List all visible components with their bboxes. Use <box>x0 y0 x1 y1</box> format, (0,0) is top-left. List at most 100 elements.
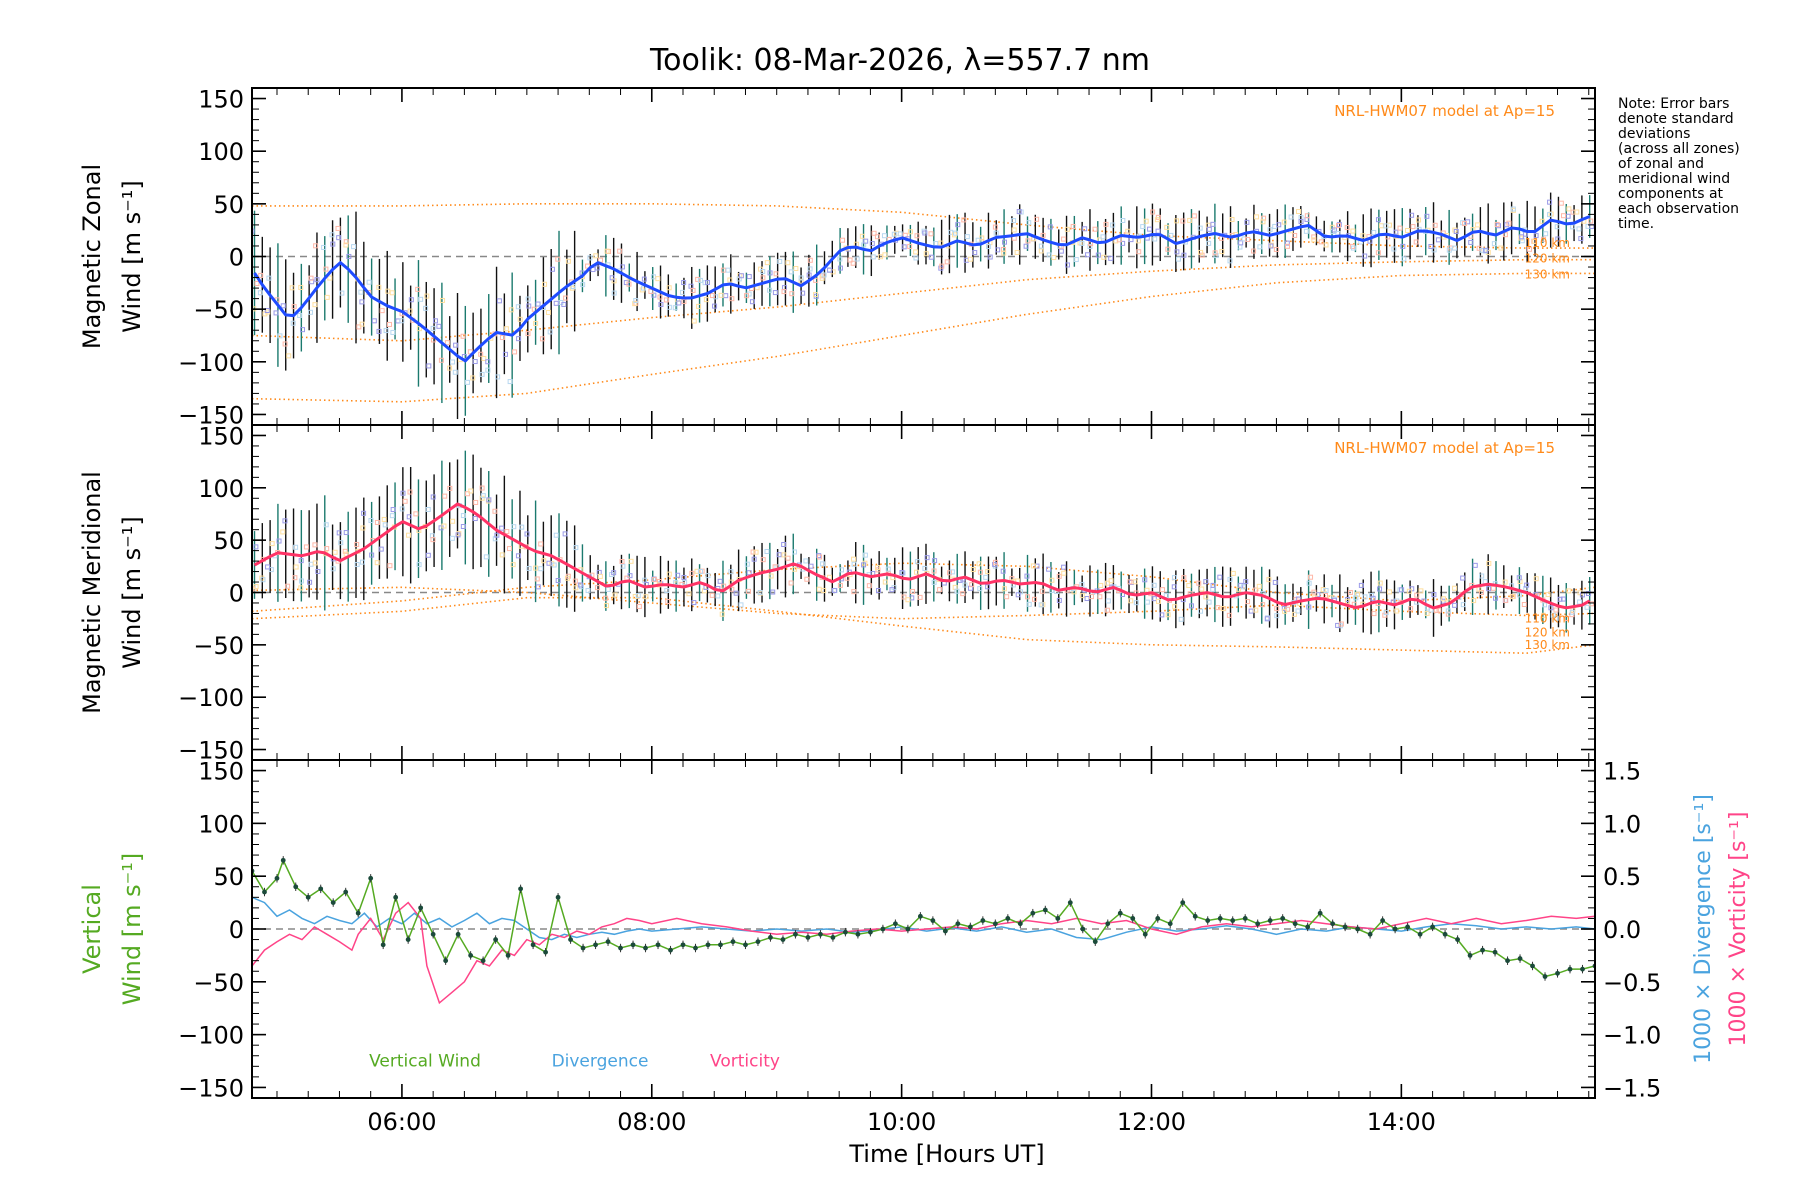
zone-sample <box>460 333 466 339</box>
zone-sample <box>975 237 981 243</box>
zone-sample <box>1490 585 1496 591</box>
zone-sample <box>917 594 923 600</box>
zone-sample <box>938 240 944 246</box>
zone-sample <box>354 561 360 567</box>
vertical-wind-point <box>1042 907 1048 913</box>
zone-sample <box>619 558 625 564</box>
zone-sample <box>1408 606 1414 612</box>
altitude-label: 120 km <box>1525 252 1570 266</box>
zone-sample <box>931 568 937 574</box>
vertical-wind-point <box>543 949 548 955</box>
zone-sample <box>382 522 388 528</box>
zone-sample <box>1024 573 1030 579</box>
zone-sample <box>1576 226 1582 232</box>
zone-sample <box>1079 593 1085 599</box>
zone-sample <box>605 586 611 592</box>
zone-sample <box>733 590 739 596</box>
zone-sample <box>976 561 982 567</box>
zone-sample <box>425 552 431 558</box>
zone-sample <box>1147 226 1153 232</box>
zone-sample <box>343 239 349 245</box>
zone-sample <box>1159 612 1165 618</box>
zone-sample <box>1142 577 1148 583</box>
vertical-wind-point <box>468 953 474 958</box>
zone-sample <box>547 329 553 335</box>
zone-sample <box>910 588 916 594</box>
zone-sample <box>1332 227 1338 233</box>
zone-sample <box>416 326 422 332</box>
zone-sample <box>293 564 299 570</box>
zone-sample <box>1064 226 1070 232</box>
y-axis-label-line2: Wind [m s⁻¹] <box>118 180 146 332</box>
zone-sample <box>609 275 615 281</box>
zone-sample <box>298 284 304 290</box>
zone-sample <box>371 318 377 324</box>
zone-sample <box>937 587 943 593</box>
zone-sample <box>408 297 414 303</box>
zone-sample <box>1108 578 1114 584</box>
zone-sample <box>360 525 366 531</box>
vertical-wind-point <box>1080 926 1086 932</box>
right-tick-label: −1.5 <box>1603 1074 1661 1102</box>
vertical-wind-point <box>818 931 823 937</box>
right-tick-label: −0.5 <box>1603 969 1661 997</box>
zone-sample <box>691 318 697 324</box>
zone-sample <box>1318 239 1324 245</box>
zone-sample <box>793 266 799 272</box>
zone-sample <box>533 320 539 326</box>
vertical-wind-point <box>780 937 786 942</box>
zone-sample <box>1486 560 1492 566</box>
zone-sample <box>1038 243 1044 249</box>
zone-sample <box>1557 596 1563 602</box>
zone-sample <box>1011 218 1017 224</box>
zone-sample <box>1038 248 1044 254</box>
zone-sample <box>1120 240 1126 246</box>
zone-sample <box>1295 608 1301 614</box>
zone-sample <box>847 257 853 263</box>
zone-sample <box>1025 594 1031 600</box>
zone-sample <box>1140 224 1146 230</box>
zone-sample <box>1460 602 1466 608</box>
zone-sample <box>413 511 419 517</box>
altitude-label: 120 km <box>1525 625 1570 639</box>
zone-sample <box>525 296 531 302</box>
y-tick-label: −100 <box>178 349 244 377</box>
zone-sample <box>1338 621 1344 627</box>
vertical-wind-point <box>555 894 561 900</box>
zone-sample <box>1152 236 1158 242</box>
zone-sample <box>720 267 726 273</box>
zone-sample <box>407 489 413 495</box>
zone-sample <box>870 254 876 260</box>
vertical-wind-point <box>274 875 280 881</box>
zone-sample <box>949 569 955 575</box>
zone-sample <box>1482 248 1488 254</box>
zone-sample <box>1452 245 1458 251</box>
zone-sample <box>587 255 593 261</box>
zone-sample <box>676 300 682 306</box>
model-label: NRL-HWM07 model at Ap=15 <box>1334 102 1555 120</box>
zone-sample <box>593 253 599 259</box>
zone-sample <box>1165 612 1171 618</box>
zone-sample <box>1061 564 1067 570</box>
zone-sample <box>504 529 510 535</box>
zone-sample <box>273 310 279 316</box>
zone-sample <box>332 549 338 555</box>
zone-sample <box>1539 218 1545 224</box>
y-axis-label-line2: Wind [m s⁻¹] <box>118 853 146 1005</box>
zone-sample <box>1569 609 1575 615</box>
zone-sample <box>442 493 448 499</box>
zone-sample <box>1436 607 1442 613</box>
zone-sample <box>510 562 516 568</box>
zone-sample <box>1502 232 1508 238</box>
y-tick-label: −50 <box>193 296 244 324</box>
vertical-wind-point <box>1355 926 1361 932</box>
zone-sample <box>1004 594 1010 600</box>
zone-sample <box>1394 608 1400 614</box>
zone-sample <box>418 296 424 302</box>
zone-sample <box>389 290 395 296</box>
vertical-wind-point <box>1217 916 1223 921</box>
zone-sample <box>1358 582 1364 588</box>
zone-sample <box>617 248 623 254</box>
zone-sample <box>749 299 755 305</box>
vertical-wind-point <box>1567 966 1573 972</box>
